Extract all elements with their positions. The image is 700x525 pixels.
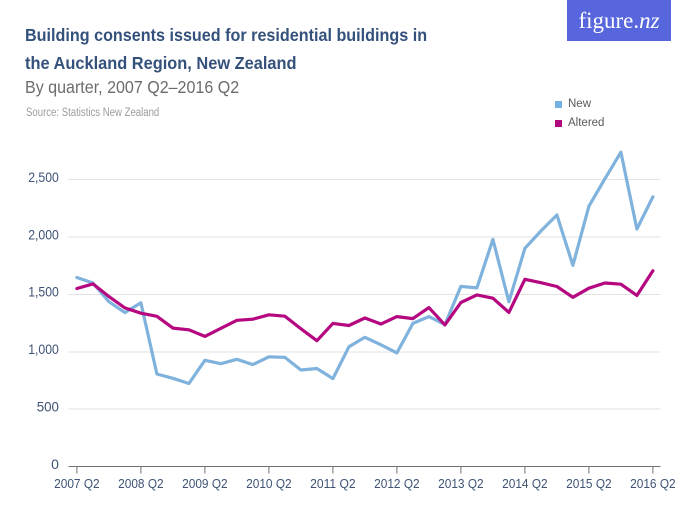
svg-text:2012 Q2: 2012 Q2 (374, 476, 420, 491)
svg-text:2008 Q2: 2008 Q2 (118, 476, 164, 491)
svg-text:2009 Q2: 2009 Q2 (182, 476, 228, 491)
svg-text:2013 Q2: 2013 Q2 (438, 476, 484, 491)
svg-text:2007 Q2: 2007 Q2 (54, 476, 100, 491)
svg-text:2011 Q2: 2011 Q2 (310, 476, 356, 491)
svg-text:2016 Q2: 2016 Q2 (630, 476, 676, 491)
svg-text:0: 0 (51, 456, 59, 472)
svg-text:1,000: 1,000 (28, 341, 59, 357)
svg-text:2014 Q2: 2014 Q2 (502, 476, 548, 491)
svg-text:2015 Q2: 2015 Q2 (566, 476, 612, 491)
svg-text:2010 Q2: 2010 Q2 (246, 476, 292, 491)
svg-text:500: 500 (37, 398, 59, 414)
svg-text:1,500: 1,500 (28, 284, 59, 300)
svg-text:2,000: 2,000 (28, 226, 59, 242)
svg-text:2,500: 2,500 (28, 169, 59, 185)
